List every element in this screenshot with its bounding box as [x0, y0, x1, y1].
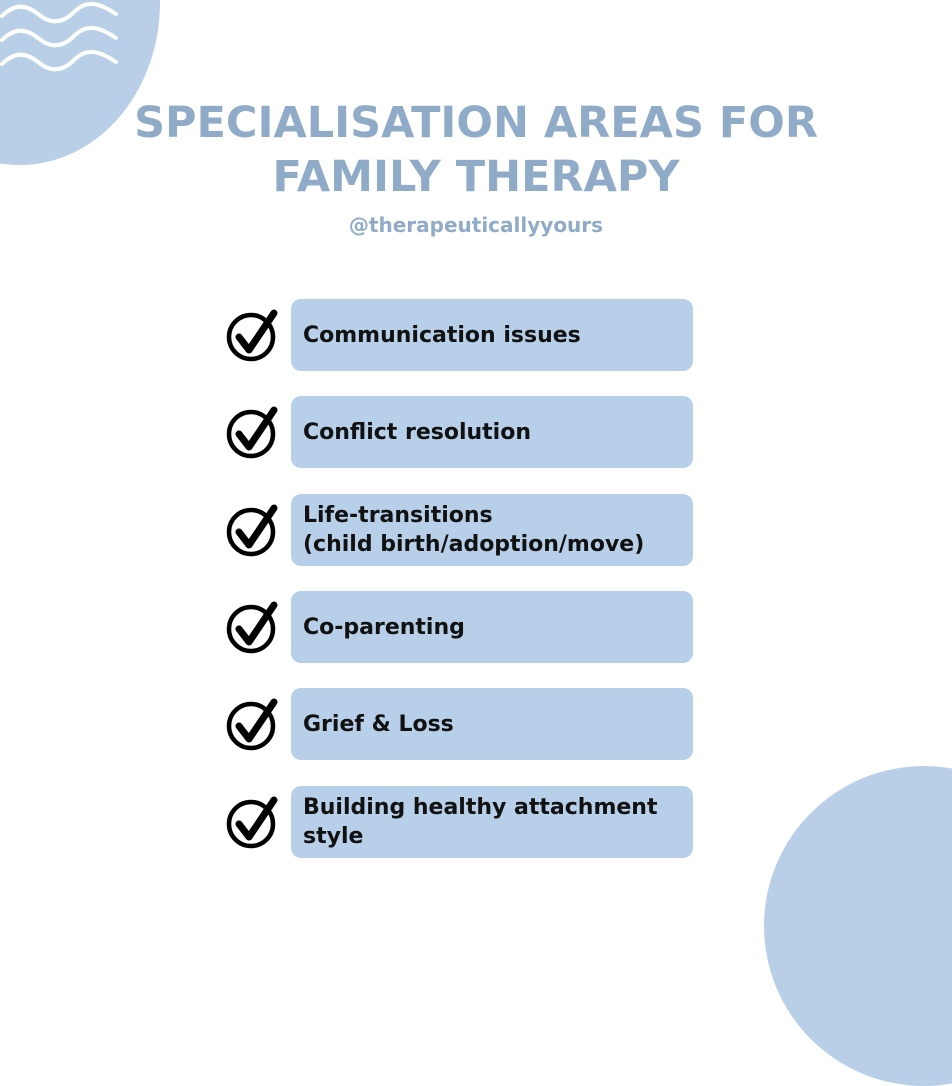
check-circle-icon: [226, 698, 278, 751]
item-pill: Conflict resolution: [291, 396, 693, 468]
check-circle-icon: [226, 796, 278, 849]
list-item: Life-transitions (child birth/adoption/m…: [226, 494, 694, 566]
item-pill: Communication issues: [291, 299, 693, 371]
check-circle-icon: [226, 309, 278, 362]
check-circle-icon: [226, 601, 278, 654]
item-label-line-2: style: [303, 824, 364, 849]
item-label: Co-parenting: [303, 614, 465, 640]
item-pill: Building healthy attachment style: [291, 786, 693, 858]
item-pill: Life-transitions (child birth/adoption/m…: [291, 494, 693, 566]
check-circle-icon: [226, 504, 278, 557]
list-item: Grief & Loss: [226, 688, 694, 760]
list-item: Communication issues: [226, 299, 694, 371]
list-item: Building healthy attachment style: [226, 786, 694, 858]
item-label: Life-transitions: [303, 503, 493, 528]
list-item: Co-parenting: [226, 591, 694, 663]
item-label: Grief & Loss: [303, 711, 454, 737]
item-label: Communication issues: [303, 322, 581, 348]
waves-icon: [0, 2, 118, 72]
item-pill: Co-parenting: [291, 591, 693, 663]
check-circle-icon: [226, 406, 278, 459]
list-item: Conflict resolution: [226, 396, 694, 468]
page-title: SPECIALISATION AREAS FOR FAMILY THERAPY: [0, 96, 952, 204]
item-pill: Grief & Loss: [291, 688, 693, 760]
specialisation-list: Communication issues Conflict resolution…: [226, 299, 694, 858]
item-label-line-2: (child birth/adoption/move): [303, 532, 645, 557]
title-line-1: SPECIALISATION AREAS FOR: [134, 98, 818, 148]
social-handle: @therapeuticallyyours: [348, 213, 604, 237]
item-label: Building healthy attachment: [303, 795, 658, 820]
item-label: Conflict resolution: [303, 419, 532, 445]
title-line-2: FAMILY THERAPY: [272, 152, 680, 202]
